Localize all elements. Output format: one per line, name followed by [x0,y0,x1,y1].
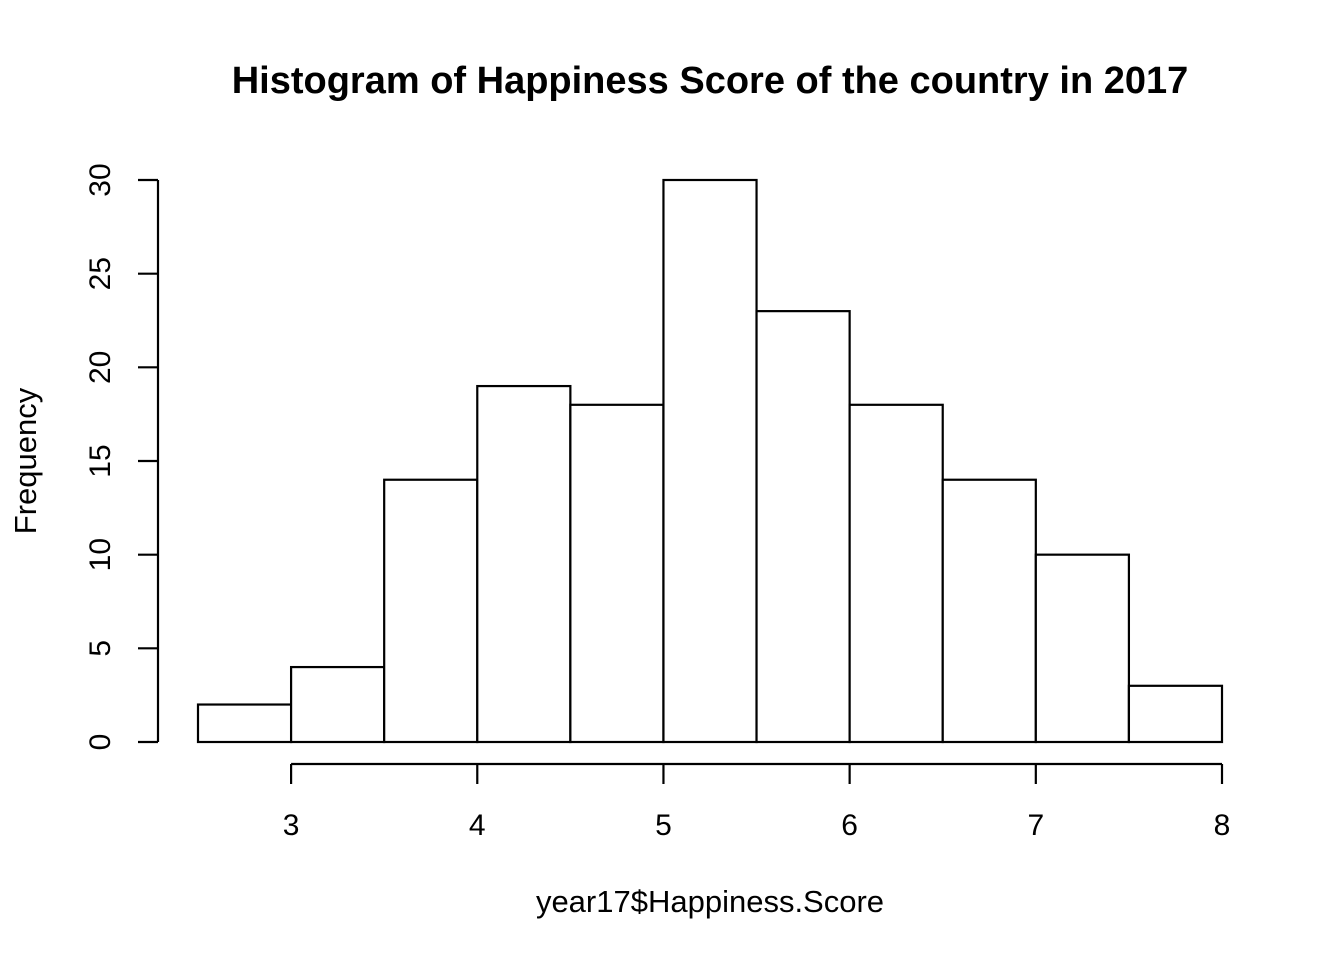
chart-title: Histogram of Happiness Score of the coun… [232,60,1189,102]
histogram-bar-6 [755,310,851,744]
y-tick-label: 25 [84,257,117,290]
histogram-bar-0 [196,703,293,744]
x-tick-label: 8 [1214,809,1231,842]
y-tick-label: 5 [84,640,117,657]
bar-group [196,178,1224,744]
y-tick-label: 10 [84,538,117,571]
x-tick-label: 7 [1027,809,1044,842]
x-axis: 3 4 5 6 7 8 [283,762,1231,842]
y-tick-label: 0 [84,734,117,751]
histogram-bar-3 [476,384,572,744]
x-tick-label: 3 [283,809,300,842]
histogram-bar-9 [1034,553,1131,744]
y-tick-label: 20 [84,351,117,384]
x-tick-label: 6 [841,809,858,842]
histogram-bar-2 [383,478,479,744]
y-axis: 0 5 10 15 20 25 30 [84,163,160,751]
x-axis-label: year17$Happiness.Score [536,884,884,919]
histogram-bar-4 [569,403,665,744]
histogram-bar-1 [289,665,386,744]
histogram-bar-7 [848,403,944,744]
histogram-bar-10 [1127,684,1224,744]
y-axis-label: Frequency [8,387,43,534]
histogram-bar-8 [941,478,1037,744]
x-tick-label: 5 [655,809,672,842]
histogram-bar-5 [662,178,758,744]
y-tick-label: 15 [84,444,117,477]
x-tick-label: 4 [469,809,486,842]
y-tick-label: 30 [84,163,117,196]
